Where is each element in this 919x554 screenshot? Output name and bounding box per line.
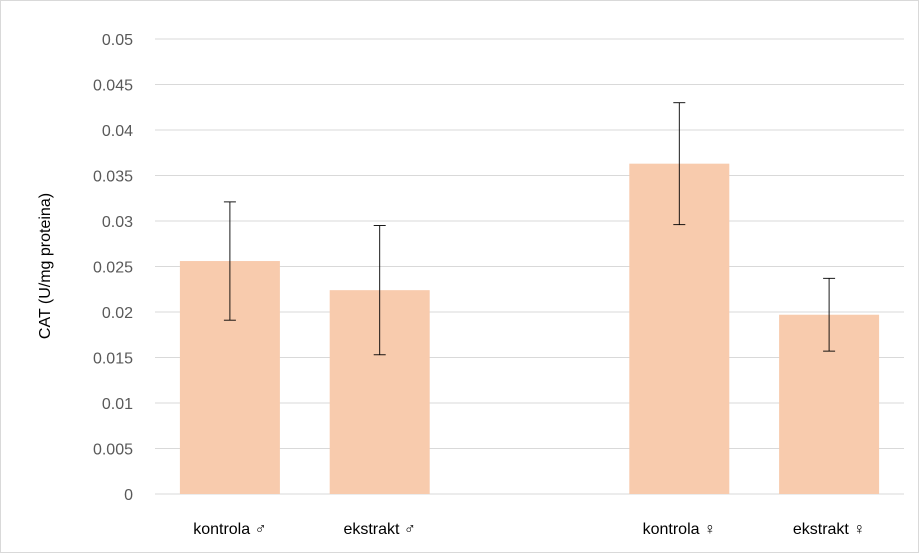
- y-axis-title: CAT (U/mg proteina): [37, 193, 54, 339]
- y-tick-labels: 0 0.005 0.01 0.015 0.02 0.025 0.03 0.035 0.04 0.0…: [93, 32, 133, 504]
- y-tick-label: 0.045: [93, 78, 133, 95]
- x-category-label: kontrola ♂: [193, 521, 266, 538]
- y-tick-label: 0.01: [102, 396, 133, 413]
- y-tick-label: 0.05: [102, 32, 133, 49]
- y-tick-label: 0.02: [102, 305, 133, 322]
- y-tick-label: 0.025: [93, 260, 133, 277]
- y-tick-label: 0: [124, 487, 133, 504]
- x-category-label: ekstrakt ♂: [343, 521, 415, 538]
- x-category-label: kontrola ♀: [643, 521, 716, 538]
- bars: [179, 163, 880, 495]
- y-tick-label: 0.035: [93, 169, 133, 186]
- x-category-labels: kontrola ♂ ekstrakt ♂ kontrola ♀ ekstrakt ♀: [193, 521, 865, 538]
- x-category-label: ekstrakt ♀: [793, 521, 865, 538]
- error-bars: [223, 102, 836, 356]
- y-tick-label: 0.005: [93, 442, 133, 459]
- y-tick-label: 0.03: [102, 214, 133, 231]
- y-tick-label: 0.015: [93, 351, 133, 368]
- y-tick-label: 0.04: [102, 123, 133, 140]
